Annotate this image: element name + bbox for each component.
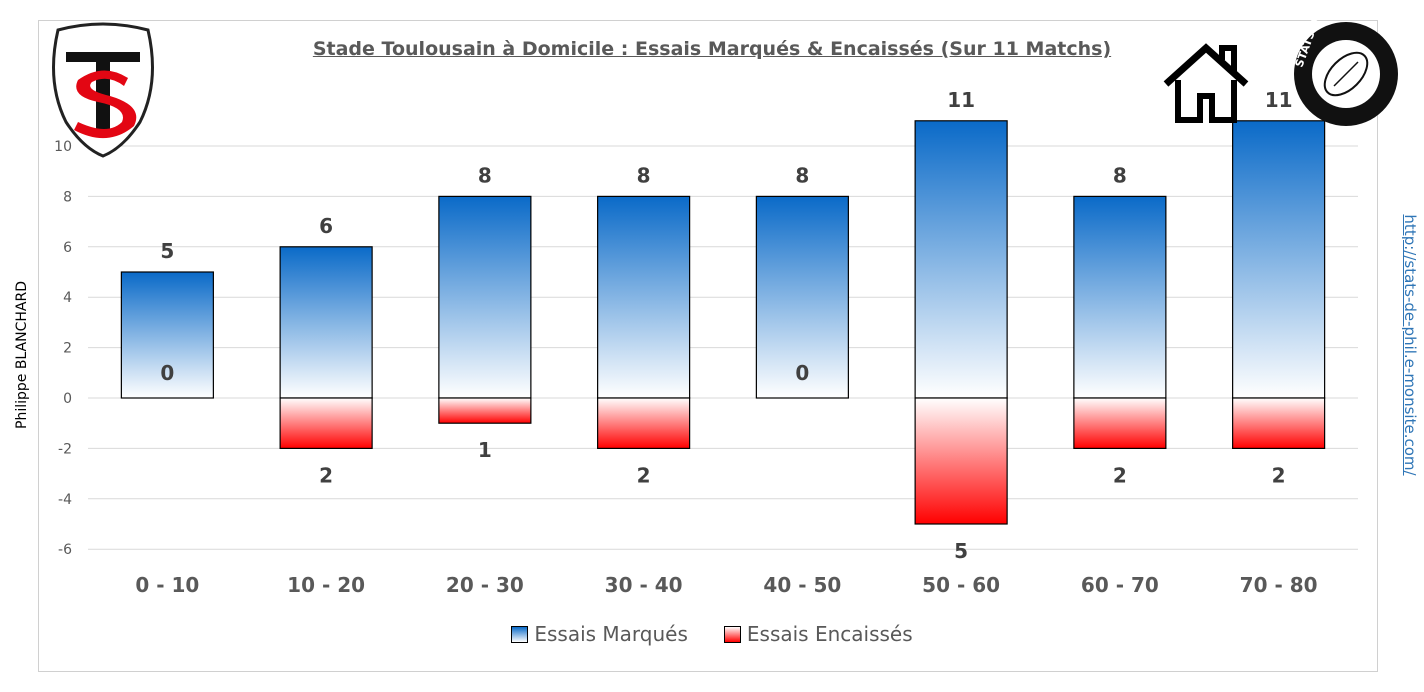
y-tick-label: 8 xyxy=(63,189,72,205)
data-label-conceded: 2 xyxy=(1113,463,1127,487)
y-tick-label: -6 xyxy=(58,542,72,558)
data-label-conceded: 0 xyxy=(160,361,174,385)
ts-logo: TS xyxy=(52,22,154,173)
bar-scored xyxy=(597,195,691,399)
y-tick-label: 0 xyxy=(63,391,72,407)
legend: Essais Marqués Essais Encaissés xyxy=(0,622,1424,646)
bar-conceded xyxy=(597,397,691,450)
bar-conceded xyxy=(279,397,373,450)
data-label-scored: 11 xyxy=(1265,88,1293,112)
x-tick-label: 50 - 60 xyxy=(922,573,1000,597)
legend-label-conceded: Essais Encaissés xyxy=(746,622,913,646)
legend-item-conceded: Essais Encaissés xyxy=(723,622,913,646)
x-tick-label: 70 - 80 xyxy=(1240,573,1318,597)
x-tick-label: 60 - 70 xyxy=(1081,573,1159,597)
data-label-scored: 6 xyxy=(319,214,333,238)
x-tick-label: 30 - 40 xyxy=(605,573,683,597)
legend-swatch-conceded xyxy=(723,625,741,643)
data-label-conceded: 2 xyxy=(319,463,333,487)
site-link[interactable]: http://stats-de-phil.e-monsite.com/ xyxy=(1401,214,1419,476)
bar-scored xyxy=(1073,195,1167,399)
y-tick-label: 10 xyxy=(54,139,72,155)
data-label-scored: 11 xyxy=(947,88,975,112)
x-tick-label: 10 - 20 xyxy=(287,573,365,597)
data-label-conceded: 2 xyxy=(1272,463,1286,487)
bar-conceded xyxy=(438,397,532,424)
data-label-conceded: 1 xyxy=(478,438,492,462)
data-label-conceded: 2 xyxy=(637,463,651,487)
legend-item-scored: Essais Marqués xyxy=(511,622,688,646)
y-tick-label: 4 xyxy=(63,290,72,306)
x-tick-label: 0 - 10 xyxy=(135,573,199,597)
bar-scored xyxy=(914,120,1008,399)
legend-swatch-scored xyxy=(511,625,529,643)
data-label-conceded: 5 xyxy=(954,539,968,563)
bar-conceded xyxy=(1073,397,1167,450)
chart-title: Stade Toulousain à Domicile : Essais Mar… xyxy=(312,38,1112,60)
data-label-scored: 8 xyxy=(795,163,809,187)
bar-scored xyxy=(755,195,849,399)
bar-scored xyxy=(1232,120,1326,399)
bar-scored xyxy=(120,271,214,399)
bar-scored xyxy=(438,195,532,399)
house-icon xyxy=(1163,43,1249,123)
data-label-scored: 8 xyxy=(637,163,651,187)
x-tick-label: 40 - 50 xyxy=(763,573,841,597)
data-label-scored: 8 xyxy=(478,163,492,187)
y-tick-label: 2 xyxy=(63,341,72,357)
y-tick-label: -4 xyxy=(58,492,72,508)
author-label: Philippe BLANCHARD xyxy=(14,281,30,429)
ts-logo-text: TS xyxy=(102,171,104,173)
stats-de-phil-logo: STATS DE PHIL xyxy=(1293,0,1398,126)
data-label-scored: 8 xyxy=(1113,163,1127,187)
y-tick-label: 6 xyxy=(63,240,72,256)
bar-conceded xyxy=(914,397,1008,525)
data-label-scored: 5 xyxy=(160,239,174,263)
bar-scored xyxy=(279,246,373,399)
x-tick-label: 20 - 30 xyxy=(446,573,524,597)
legend-label-scored: Essais Marqués xyxy=(534,622,688,646)
data-label-conceded: 0 xyxy=(795,361,809,385)
bar-conceded xyxy=(1232,397,1326,450)
y-tick-label: -2 xyxy=(58,441,72,457)
